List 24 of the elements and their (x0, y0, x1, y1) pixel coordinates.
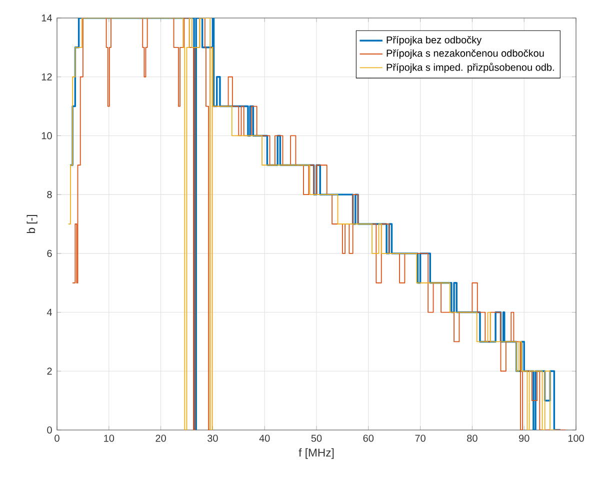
y-tick-label: 10 (42, 132, 52, 140)
legend-label: Přípojka s nezakončenou odbočkou (386, 49, 544, 59)
y-tick-label: 6 (47, 250, 52, 257)
legend-label: Přípojka bez odbočky (386, 36, 482, 46)
x-tick-label: 40 (259, 434, 270, 442)
x-tick-label: 90 (519, 434, 530, 442)
y-tick-label: 14 (42, 14, 52, 22)
x-tick-label: 70 (415, 434, 426, 442)
y-axis-title: b [-] (26, 215, 38, 234)
x-tick-label: 30 (208, 434, 218, 442)
x-axis-title: f [MHz] (298, 448, 334, 459)
x-tick-label: 100 (568, 434, 584, 442)
x-tick-label: 0 (54, 434, 60, 442)
y-tick-label: 0 (47, 426, 52, 434)
y-tick-label: 12 (42, 73, 52, 80)
x-tick-label: 20 (156, 434, 166, 442)
y-tick-label: 8 (47, 191, 52, 198)
legend-label: Přípojka s imped. přizpůsobenou odb. (386, 62, 554, 73)
x-tick-label: 10 (104, 434, 114, 442)
x-tick-label: 60 (363, 434, 374, 442)
x-tick-label: 80 (467, 434, 478, 442)
y-tick-label: 2 (47, 368, 52, 375)
y-tick-label: 4 (46, 308, 52, 316)
x-tick-label: 50 (311, 434, 322, 442)
